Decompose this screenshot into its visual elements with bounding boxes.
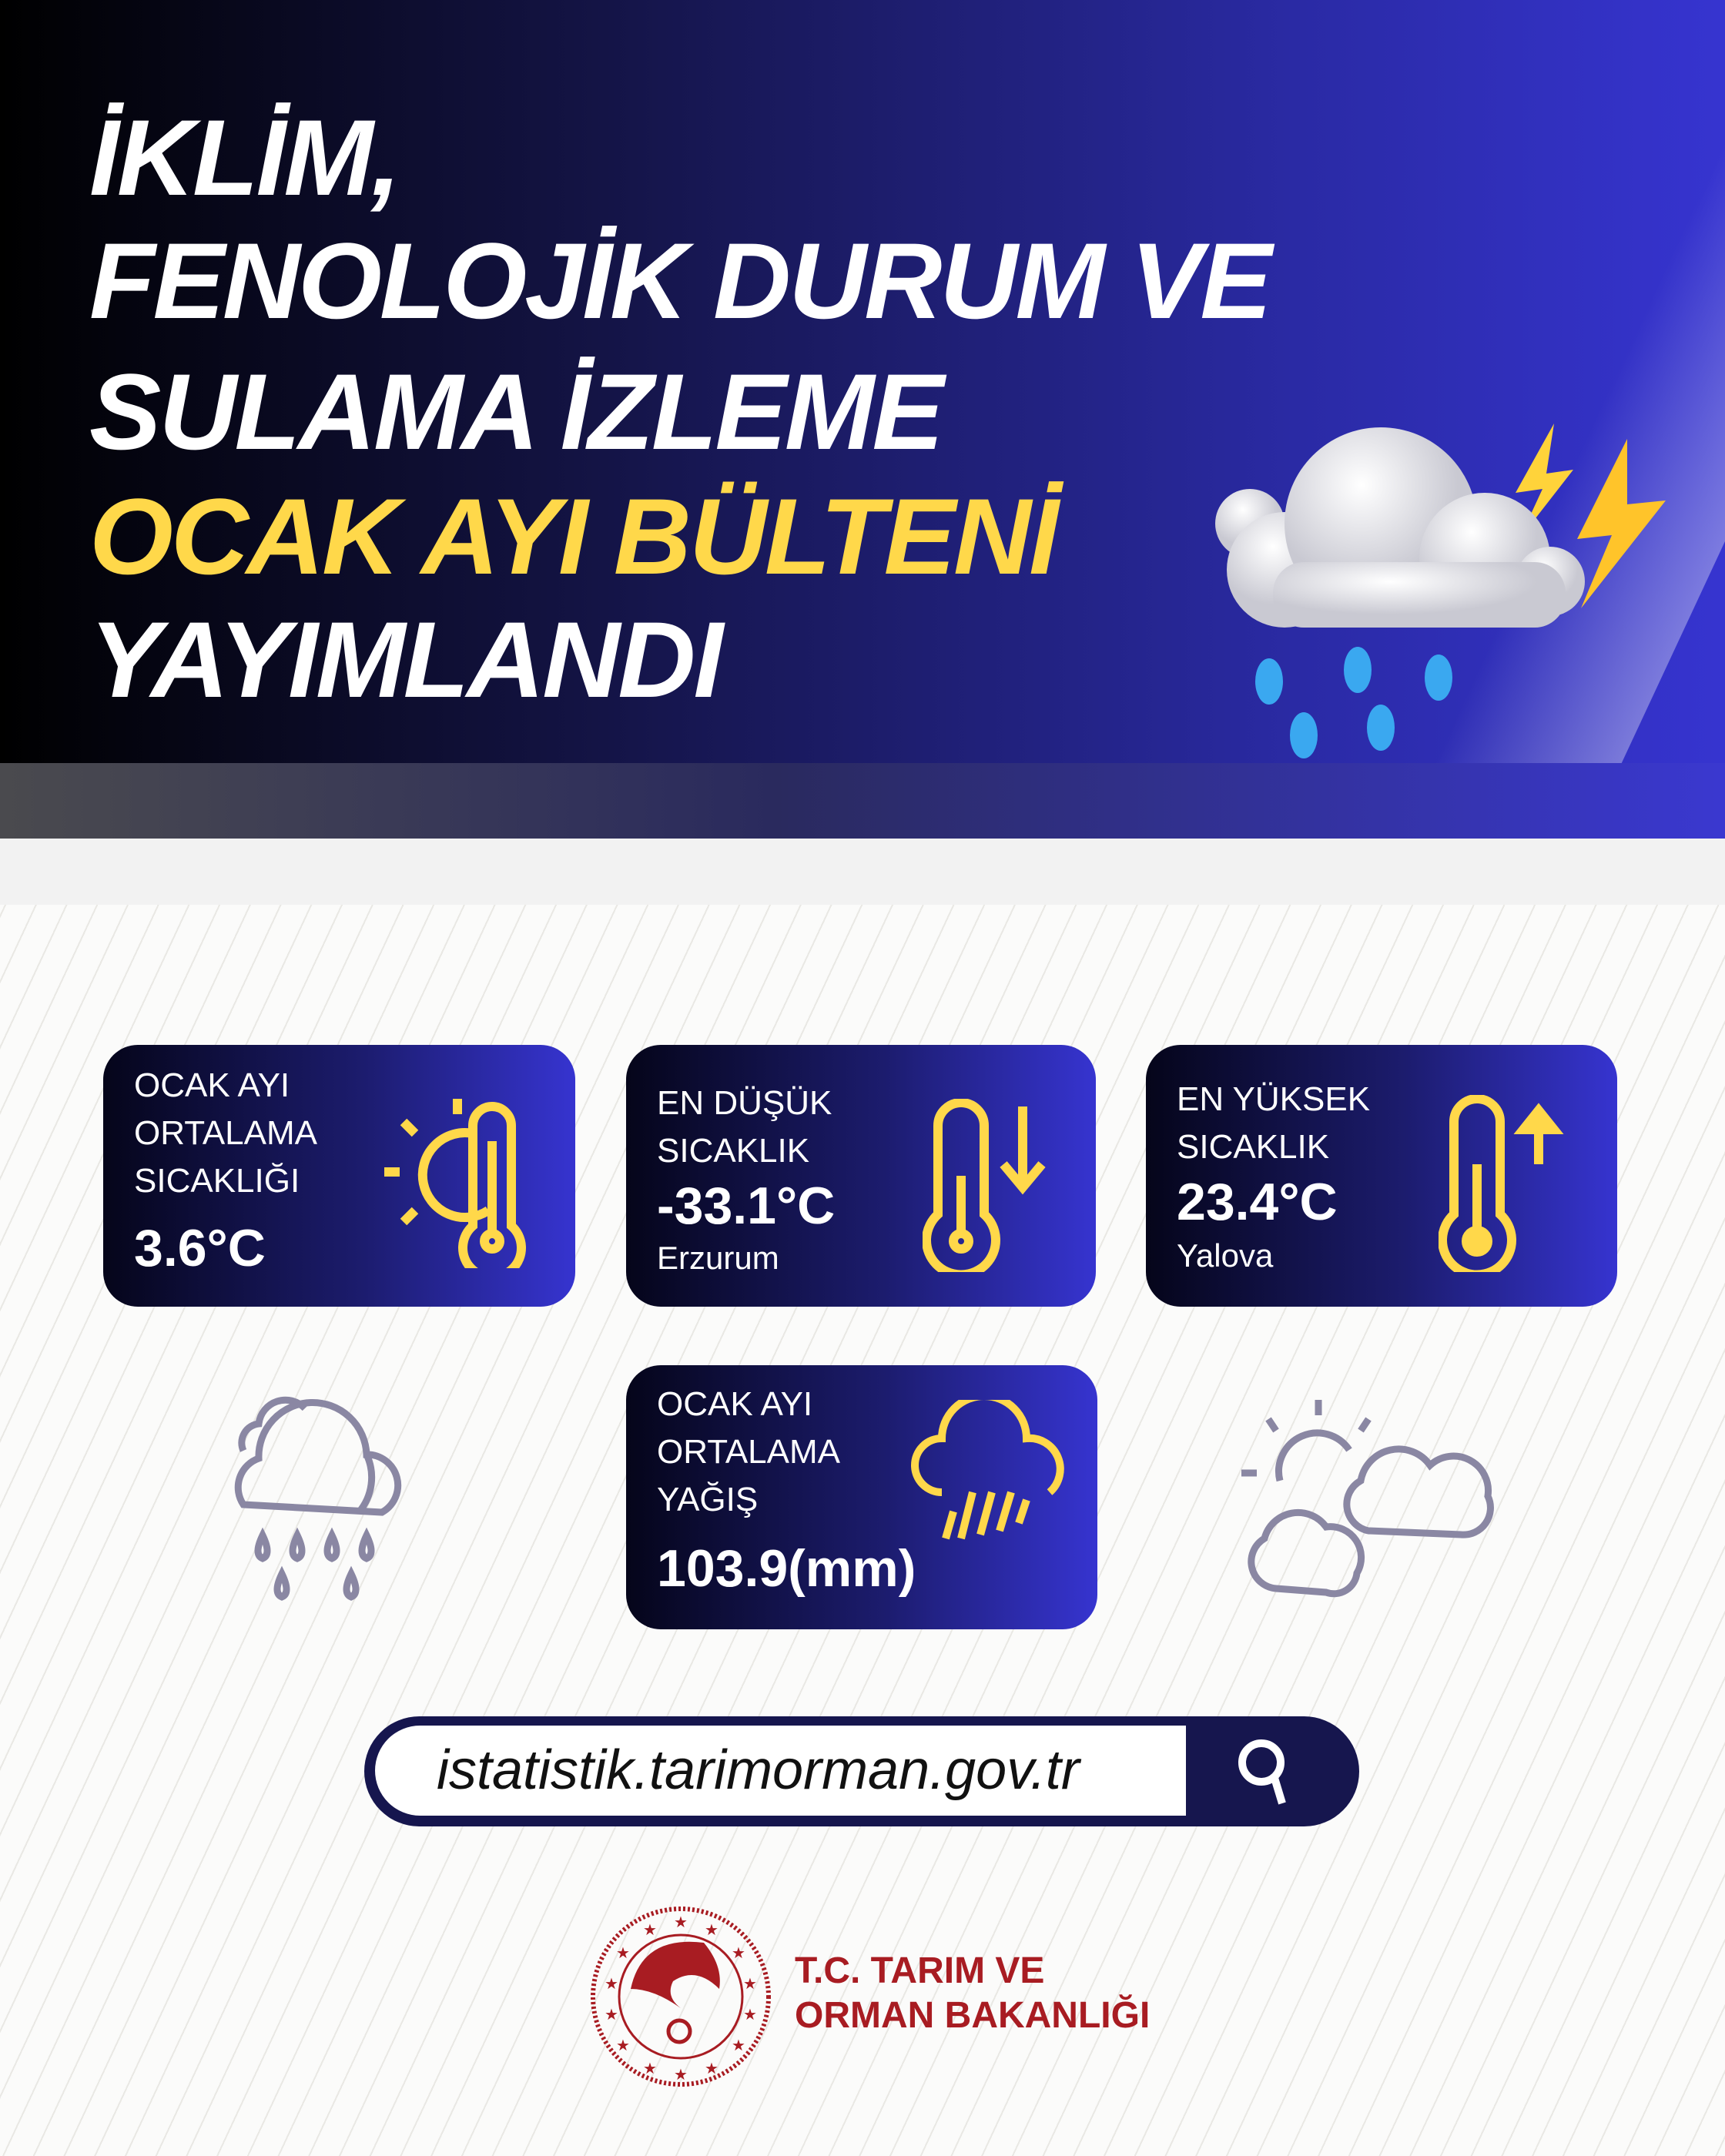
- sun-thermometer-icon: [384, 1099, 526, 1268]
- cloud-rain-icon: [911, 1400, 1064, 1540]
- svg-text:★: ★: [605, 1976, 618, 1993]
- title-line-2: FENOLOJİK DURUM VE: [89, 220, 1272, 341]
- rain-cloud-outline-icon: [234, 1396, 402, 1601]
- card-value: 103.9(mm): [657, 1539, 916, 1598]
- svg-text:★: ★: [743, 2007, 757, 2024]
- svg-text:★: ★: [743, 1976, 757, 1993]
- header-strip: [0, 763, 1725, 839]
- ministry-name-line-2: ORMAN BAKANLIĞI: [795, 1995, 1151, 2036]
- search-icon[interactable]: [1232, 1736, 1301, 1809]
- card-value: 3.6°C: [134, 1219, 266, 1277]
- thermometer-up-icon: [1439, 1095, 1564, 1272]
- card-label: OCAK AYI ORTALAMA YAĞIŞ: [657, 1385, 840, 1518]
- svg-text:★: ★: [643, 2061, 657, 2077]
- card-location: Yalova: [1177, 1237, 1274, 1274]
- divider-band: [0, 839, 1725, 905]
- svg-text:★: ★: [674, 2067, 688, 2084]
- header-banner: İKLİM, FENOLOJİK DURUM VE SULAMA İZLEME …: [0, 0, 1725, 763]
- card-location: Erzurum: [657, 1240, 779, 1276]
- svg-text:★: ★: [705, 1922, 718, 1939]
- svg-text:★: ★: [616, 1945, 630, 1962]
- max-temperature-card: EN YÜKSEK SICAKLIK 23.4°C Yalova: [1146, 1045, 1617, 1307]
- avg-precipitation-card: OCAK AYI ORTALAMA YAĞIŞ 103.9(mm): [626, 1365, 1097, 1629]
- svg-text:★: ★: [674, 1914, 688, 1931]
- card-label: OCAK AYI ORTALAMA SICAKLIĞI: [134, 1066, 317, 1200]
- svg-text:★: ★: [732, 1945, 745, 1962]
- svg-text:★: ★: [605, 2007, 618, 2024]
- title-line-3: SULAMA İZLEME: [89, 351, 944, 472]
- svg-text:★: ★: [732, 2037, 745, 2054]
- thermometer-down-icon: [923, 1099, 1046, 1272]
- svg-text:★: ★: [705, 2061, 718, 2077]
- url-field[interactable]: istatistik.tarimorman.gov.tr: [375, 1726, 1186, 1816]
- min-temperature-card: EN DÜŞÜK SICAKLIK -33.1°C Erzurum: [626, 1045, 1096, 1307]
- title-highlight: OCAK AYI BÜLTENİ: [89, 476, 1059, 597]
- svg-text:★: ★: [616, 2037, 630, 2054]
- card-value: 23.4°C: [1177, 1173, 1338, 1231]
- title-line-5: YAYIMLANDI: [89, 599, 723, 720]
- title-line-1: İKLİM,: [89, 97, 401, 218]
- card-value: -33.1°C: [657, 1177, 836, 1235]
- avg-temperature-card: OCAK AYI ORTALAMA SICAKLIĞI 3.6°C: [103, 1045, 575, 1307]
- ministry-logo-emblem: ★ ★ ★ ★ ★ ★ ★ ★ ★ ★ ★ ★ ★ ★: [591, 1907, 771, 2087]
- website-search-bar[interactable]: istatistik.tarimorman.gov.tr: [364, 1716, 1359, 1826]
- card-label: EN DÜŞÜK SICAKLIK: [657, 1084, 832, 1170]
- storm-cloud-icon: [1215, 424, 1666, 758]
- ministry-name-line-1: T.C. TARIM VE: [795, 1950, 1045, 1991]
- svg-text:★: ★: [643, 1922, 657, 1939]
- sun-clouds-outline-icon: [1241, 1400, 1494, 1598]
- card-label: EN YÜKSEK SICAKLIK: [1177, 1080, 1371, 1166]
